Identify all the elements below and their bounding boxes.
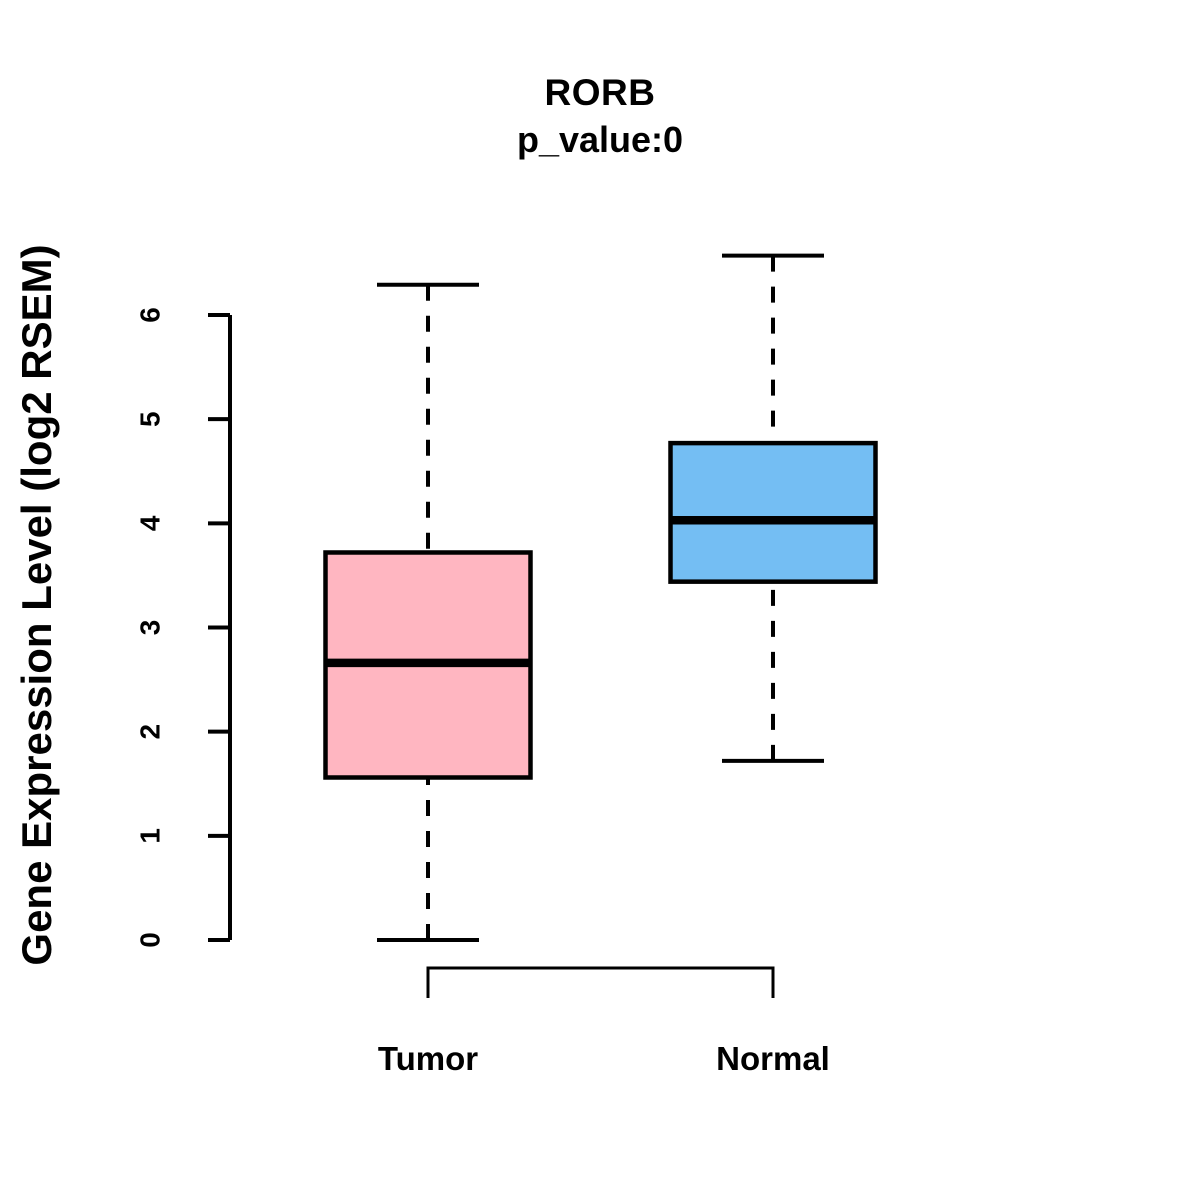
comparison-bracket: [426, 966, 775, 998]
normal-box: [668, 440, 878, 584]
y-axis-tick-label-1: 1: [135, 828, 166, 844]
y-axis-tick-label-2: 2: [135, 724, 166, 740]
y-axis-tick-label-0: 0: [135, 932, 166, 948]
y-axis-tick-label-5: 5: [135, 411, 166, 427]
y-axis-tick-label-3: 3: [135, 620, 166, 636]
chart-title: RORB: [544, 72, 656, 113]
y-axis-tick-label-4: 4: [135, 515, 166, 531]
group-label-tumor: Tumor: [378, 1040, 478, 1077]
chart-subtitle: p_value:0: [516, 119, 684, 160]
group-label-normal: Normal: [716, 1040, 830, 1077]
y-axis-tick-label-6: 6: [135, 307, 166, 323]
